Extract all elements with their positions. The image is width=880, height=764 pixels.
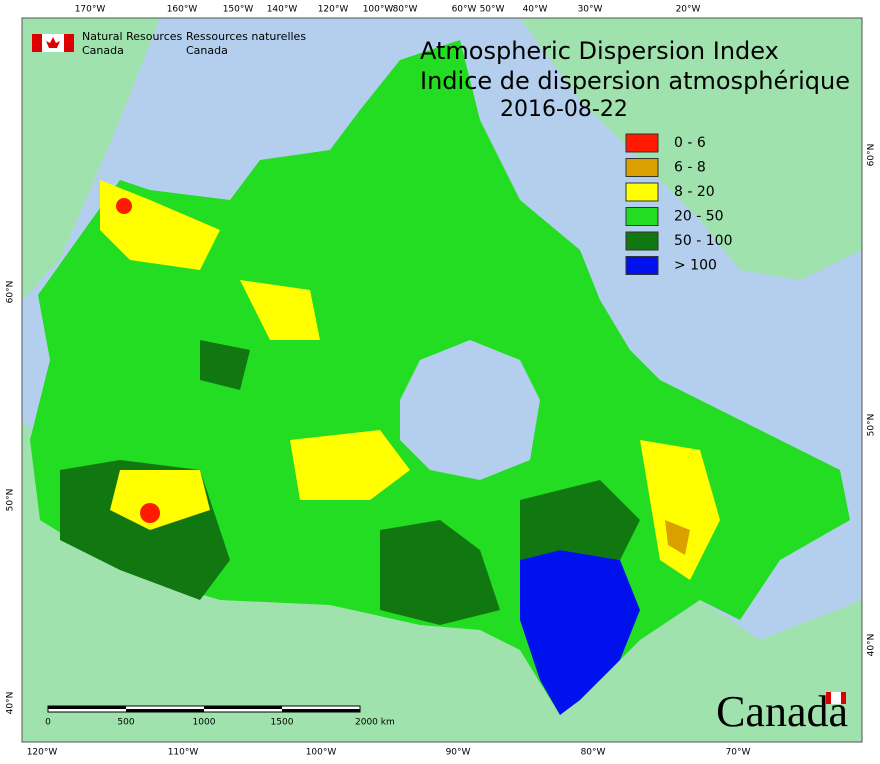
graticule-label: 120°W	[318, 5, 349, 15]
scale-label: 2000 km	[355, 718, 395, 728]
legend-label: 50 - 100	[674, 233, 733, 249]
legend-swatch	[625, 133, 659, 153]
graticule-label: 60°N	[867, 144, 877, 167]
graticule-label: 150°W	[223, 5, 254, 15]
graticule-label: 100°W	[363, 5, 394, 15]
graticule-label: 60°W	[452, 5, 477, 15]
scale-label: 0	[45, 718, 51, 728]
legend-label: > 100	[674, 258, 717, 274]
canada-wordmark-flag	[826, 692, 846, 704]
graticule-label: 50°N	[867, 414, 877, 437]
nrcan-flag	[32, 34, 74, 52]
low-index-area	[100, 180, 720, 580]
graticule-label: 100°W	[306, 748, 337, 758]
legend-swatch	[625, 158, 659, 177]
graticule-label: 40°N	[867, 634, 877, 657]
hudson-bay	[400, 340, 540, 480]
legend-swatch	[625, 231, 659, 251]
graticule-label: 40°W	[523, 5, 548, 15]
graticule-label: 70°W	[726, 748, 751, 758]
graticule-label: 120°W	[27, 748, 58, 758]
frame	[21, 17, 863, 743]
wordmark: Canada	[716, 687, 848, 736]
low-index-spot	[665, 520, 690, 555]
very-low-spot	[140, 503, 160, 523]
graticule-label: 80°W	[581, 748, 606, 758]
legend-label: 20 - 50	[674, 209, 724, 225]
legend-swatch	[625, 182, 659, 202]
legend-label: 6 - 8	[674, 160, 706, 176]
legend-swatch	[625, 207, 659, 226]
agency-en: Natural Resources	[82, 30, 183, 43]
graticule-label: 60°N	[6, 281, 16, 304]
scale-label: 1500	[271, 718, 294, 728]
land-outside	[22, 18, 862, 742]
greenland	[520, 18, 862, 280]
graticule-label: 170°W	[75, 5, 106, 15]
very-low-spot	[116, 198, 132, 214]
graticule-label: 50°N	[6, 489, 16, 512]
legend-label: 0 - 6	[674, 135, 706, 151]
title-date: 2016-08-22	[500, 97, 628, 122]
agency-en: Canada	[82, 44, 124, 57]
scale-label: 500	[117, 718, 134, 728]
graticule-label: 20°W	[676, 5, 701, 15]
legend-swatch	[625, 256, 659, 275]
graticule-label: 110°W	[168, 748, 199, 758]
graticule-label: 90°W	[446, 748, 471, 758]
legend-label: 8 - 20	[674, 184, 715, 200]
graticule-label: 160°W	[167, 5, 198, 15]
graticule-label: 50°W	[480, 5, 505, 15]
dark-green-area	[60, 340, 640, 625]
graticule-label: 140°W	[267, 5, 298, 15]
agency-fr: Canada	[186, 44, 228, 57]
scale-label: 1000	[193, 718, 216, 728]
scale-bar	[47, 705, 361, 713]
title-en: Atmospheric Dispersion Index	[420, 37, 779, 65]
agency-fr: Ressources naturelles	[186, 30, 306, 43]
graticule-label: 30°W	[578, 5, 603, 15]
high-index-area	[520, 550, 640, 715]
graticule-label: 80°W	[393, 5, 418, 15]
graticule-label: 40°N	[6, 692, 16, 715]
title-fr: Indice de dispersion atmosphérique	[420, 67, 850, 95]
